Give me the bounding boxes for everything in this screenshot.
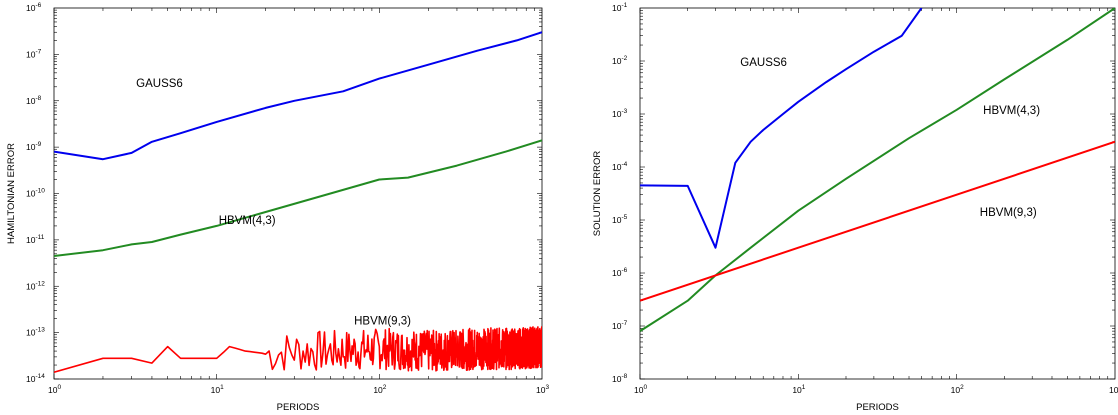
y-tick-label: 10-6 [612, 267, 628, 278]
tick-exponent: 0 [57, 384, 61, 391]
tick-base: 10 [1109, 385, 1118, 395]
chart-1: 100 101 102 10310-1410-1310-1210-1110-1010-… [6, 2, 549, 413]
series-annotation: HBVM(9,3) [980, 207, 1037, 219]
tick-exponent: 2 [960, 384, 964, 391]
tick-base: 10 [26, 3, 36, 13]
tick-exponent: -12 [35, 280, 45, 287]
tick-base: 10 [951, 385, 961, 395]
y-tick-label: 10-8 [612, 373, 628, 384]
y-tick-label: 10-8 [26, 95, 42, 106]
tick-exponent: -1 [621, 2, 627, 9]
tick-exponent: -6 [35, 2, 41, 9]
tick-exponent: -2 [621, 55, 627, 62]
series-line-1 [54, 31, 542, 161]
y-tick-label: 10-4 [612, 161, 628, 172]
x-tick-label: 101 [211, 384, 224, 395]
tick-base: 10 [612, 162, 622, 172]
x-tick-label: 101 [792, 384, 805, 395]
tick-base: 10 [373, 385, 383, 395]
series-line-2 [54, 139, 542, 257]
series-annotation: HBVM(4,3) [219, 215, 276, 227]
tick-exponent: -6 [621, 267, 627, 274]
x-tick-label: 100 [48, 384, 61, 395]
tick-exponent: 1 [220, 384, 224, 391]
tick-exponent: -3 [621, 108, 627, 115]
series-annotation: HBVM(4,3) [983, 105, 1040, 117]
y-tick-label: 10-7 [612, 320, 628, 331]
tick-base: 10 [26, 281, 36, 291]
tick-exponent: -11 [35, 234, 44, 241]
tick-exponent: 2 [383, 384, 387, 391]
y-tick-label: 10-12 [26, 280, 45, 291]
x-tick-label: 102 [373, 384, 386, 395]
tick-exponent: 0 [643, 384, 647, 391]
tick-base: 10 [26, 189, 36, 199]
tick-base: 10 [612, 3, 622, 13]
tick-base: 10 [26, 235, 36, 245]
axis-ticks [53, 8, 542, 380]
tick-exponent: -7 [621, 320, 627, 327]
tick-exponent: 3 [545, 384, 549, 391]
series-line-3 [640, 140, 1115, 302]
plot-frame [53, 7, 543, 380]
y-tick-label: 10-7 [26, 48, 42, 59]
tick-base: 10 [612, 56, 622, 66]
tick-base: 10 [612, 109, 622, 119]
tick-base: 10 [48, 385, 58, 395]
tick-exponent: -8 [35, 95, 41, 102]
tick-base: 10 [536, 385, 546, 395]
tick-exponent: 1 [802, 384, 806, 391]
tick-base: 10 [792, 385, 802, 395]
x-axis-label: PERIODS [277, 402, 320, 413]
tick-base: 10 [26, 49, 36, 59]
tick-exponent: -7 [35, 48, 41, 55]
tick-base: 10 [612, 268, 622, 278]
y-tick-label: 10-6 [26, 2, 42, 13]
series-line-2 [640, 8, 1115, 332]
tick-base: 10 [26, 328, 36, 338]
series-annotation: GAUSS6 [740, 57, 787, 69]
tick-exponent: -4 [621, 161, 627, 168]
y-tick-label: 10-3 [612, 108, 628, 119]
y-tick-label: 10-13 [26, 327, 45, 338]
y-tick-label: 10-2 [612, 55, 628, 66]
tick-base: 10 [612, 374, 622, 384]
tick-base: 10 [612, 215, 622, 225]
plot-frame [639, 7, 1116, 380]
chart-2: 10010110210310-810-710-610-510-410-310-2… [592, 2, 1118, 413]
series-line-1 [640, 8, 923, 249]
tick-base: 10 [612, 321, 622, 331]
tick-exponent: -9 [35, 141, 41, 148]
series-annotation: HBVM(9,3) [354, 315, 411, 327]
y-tick-label: 10-11 [26, 234, 45, 245]
y-tick-label: 10-9 [26, 141, 42, 152]
x-tick-label: 100 [634, 384, 647, 395]
tick-base: 10 [211, 385, 221, 395]
y-tick-label: 10-14 [26, 373, 45, 384]
tick-exponent: -14 [35, 373, 45, 380]
y-axis-label: HAMILTONIAN ERROR [6, 143, 17, 244]
axis-ticks [639, 8, 1115, 380]
tick-base: 10 [26, 96, 36, 106]
tick-exponent: -10 [35, 188, 45, 195]
x-tick-label: 103 [536, 384, 549, 395]
series-annotation: GAUSS6 [136, 78, 183, 90]
tick-exponent: -13 [35, 327, 45, 334]
tick-exponent: -5 [621, 214, 627, 221]
y-axis-label: SOLUTION ERROR [592, 151, 603, 237]
x-tick-label: 102 [951, 384, 964, 395]
y-tick-label: 10-1 [612, 2, 628, 13]
x-axis-label: PERIODS [856, 402, 899, 413]
y-tick-label: 10-10 [26, 188, 45, 199]
tick-exponent: -8 [621, 373, 627, 380]
y-tick-label: 10-5 [612, 214, 628, 225]
series-line-3 [54, 326, 542, 373]
tick-base: 10 [26, 142, 36, 152]
tick-base: 10 [26, 374, 36, 384]
tick-base: 10 [634, 385, 644, 395]
x-tick-label: 103 [1109, 384, 1118, 395]
